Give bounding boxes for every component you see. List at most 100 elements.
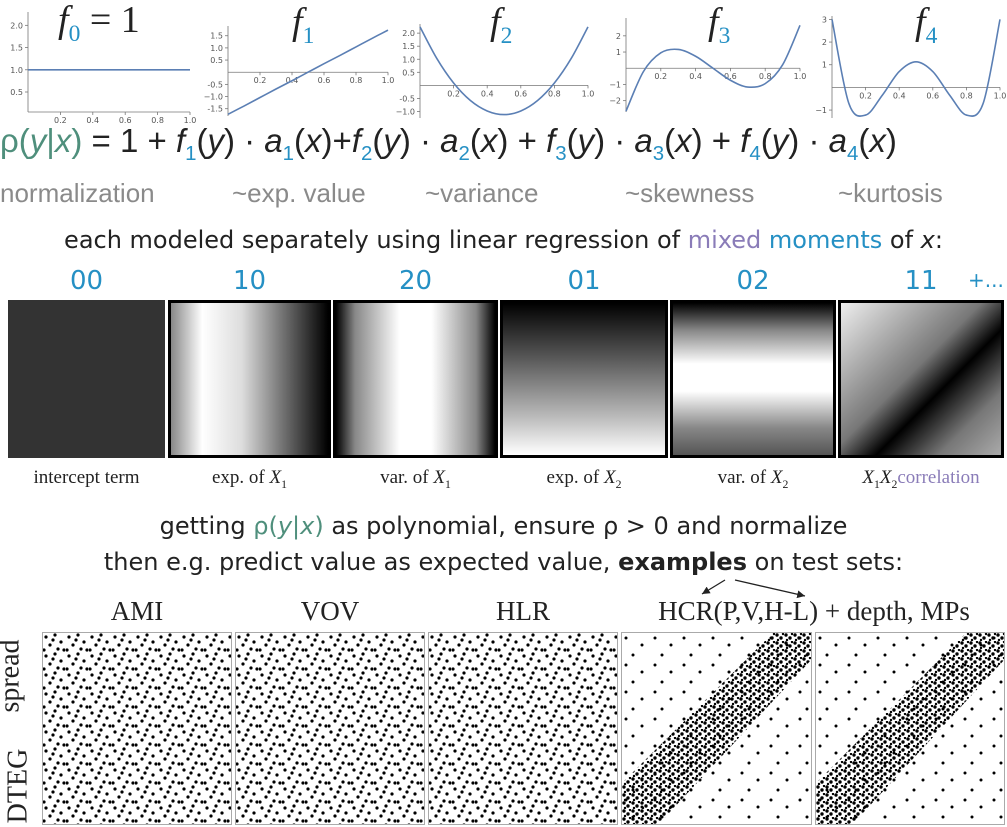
text-token: X	[433, 467, 445, 488]
text-token: 4	[925, 23, 938, 50]
text-token: 1	[873, 477, 880, 491]
text-token: f	[546, 122, 556, 159]
curve	[625, 24, 801, 112]
point-cloud	[236, 633, 424, 824]
text-token: 1	[302, 23, 315, 50]
text-token: ) +	[497, 122, 547, 159]
x-tick-label: 0.6	[926, 91, 939, 100]
moment-label: 01	[567, 266, 601, 296]
term-name: ~exp. value	[232, 178, 366, 208]
text-token: |	[46, 122, 55, 159]
text-token: f	[292, 1, 303, 43]
y-tick-label: 0.5	[210, 56, 223, 65]
text-token: f	[708, 1, 719, 43]
x-tick-label: 0.6	[318, 76, 331, 85]
text-token: then e.g. predict value as expected valu…	[103, 548, 619, 576]
x-tick-label: 0.8	[548, 89, 561, 98]
y-tick-label: −1.0	[396, 107, 415, 116]
y-tick-label: −1	[815, 106, 827, 115]
scatter-plot	[621, 632, 812, 825]
text-token: (	[760, 122, 772, 159]
text-token: 3	[718, 23, 731, 50]
text-token: f	[175, 122, 186, 159]
text-token: 0	[68, 21, 81, 48]
y-tick-label: −1.0	[204, 93, 223, 102]
y-tick-label: −2	[609, 97, 621, 106]
text-token: 1	[282, 142, 295, 166]
y-tick-label: 1	[616, 48, 621, 57]
moment-caption: exp. of X2	[494, 467, 674, 491]
text-token: 2	[782, 477, 789, 491]
term-name: normalization	[0, 178, 155, 208]
example-title: HCR(P,V,H-L) + depth, MPs	[658, 596, 970, 626]
arrow	[734, 579, 806, 599]
text-token: y	[383, 122, 400, 159]
text-token: :	[934, 226, 943, 254]
text-token: 2	[500, 23, 513, 50]
y-tick-label: 2.0	[402, 29, 415, 38]
text-token: a	[440, 122, 459, 159]
text-token: x	[54, 122, 72, 159]
text-token: y	[29, 122, 47, 159]
text-token: f	[58, 0, 69, 41]
text-token: x	[675, 122, 692, 159]
text-token: ) ·	[399, 122, 441, 159]
text-token: exp. of	[546, 467, 604, 488]
scatter-points	[429, 633, 617, 824]
y-tick-label: 1.0	[10, 66, 23, 75]
text-token: getting	[159, 512, 254, 540]
text-token: (	[664, 122, 676, 159]
point-band	[816, 633, 1004, 824]
text-token: 3	[652, 142, 665, 166]
moment-caption: intercept term	[0, 467, 177, 489]
text-token: (	[566, 122, 578, 159]
moment-image	[670, 300, 836, 458]
x-tick-label: 0.6	[119, 116, 132, 125]
text-token: |	[292, 512, 301, 540]
term-name: ~skewness	[625, 178, 755, 208]
scatter-points	[43, 633, 231, 824]
curve	[227, 29, 389, 116]
text-token: 2	[615, 477, 622, 491]
text-token: X	[862, 467, 874, 488]
x-tick-label: 0.8	[151, 116, 164, 125]
text-token: 4	[749, 142, 761, 166]
x-tick-label: 0.4	[86, 116, 99, 125]
y-tick-label: 2	[616, 32, 621, 41]
curve	[831, 19, 1001, 117]
y-tick-label: 2	[822, 38, 827, 47]
moment-image	[333, 300, 498, 458]
moment-image	[8, 300, 165, 458]
example-title: VOV	[300, 596, 360, 626]
text-token: var. of	[380, 467, 434, 488]
text-token: correlation	[897, 467, 980, 488]
text-token: var. of	[717, 467, 771, 488]
text-token: )	[71, 122, 83, 159]
text-token: a	[828, 122, 847, 159]
text-token: 4	[846, 142, 859, 166]
point-cloud	[43, 633, 231, 824]
moment-image	[168, 300, 331, 458]
sentence: each modeled separately using linear reg…	[0, 226, 1007, 254]
x-tick-label: 0.8	[350, 76, 363, 85]
plot-title: f2	[490, 0, 512, 49]
text-line: then e.g. predict value as expected valu…	[0, 548, 1007, 576]
text-token: (	[196, 122, 208, 159]
text-token: f	[490, 1, 501, 43]
x-tick-label: 1.0	[184, 116, 197, 125]
text-line: getting ρ(y|x) as polynomial, ensure ρ >…	[0, 512, 1007, 540]
text-token: ) ·	[788, 122, 829, 159]
y-tick-label: 1.5	[402, 42, 415, 51]
y-tick-label: 1.5	[10, 44, 23, 53]
y-tick-label: −1	[609, 80, 621, 89]
x-tick-label: 0.6	[514, 89, 527, 98]
moment-caption: var. of X2	[663, 467, 843, 491]
plot-title: f0 = 1	[58, 0, 140, 47]
x-tick-label: 0.4	[481, 89, 494, 98]
y-tick-label: 1	[822, 61, 827, 70]
moment-caption: exp. of X1	[160, 467, 340, 491]
x-tick-label: 0.2	[447, 89, 460, 98]
text-token: x	[920, 226, 935, 254]
y-tick-label: 1.5	[210, 32, 223, 41]
moment-label: 11	[904, 266, 938, 296]
